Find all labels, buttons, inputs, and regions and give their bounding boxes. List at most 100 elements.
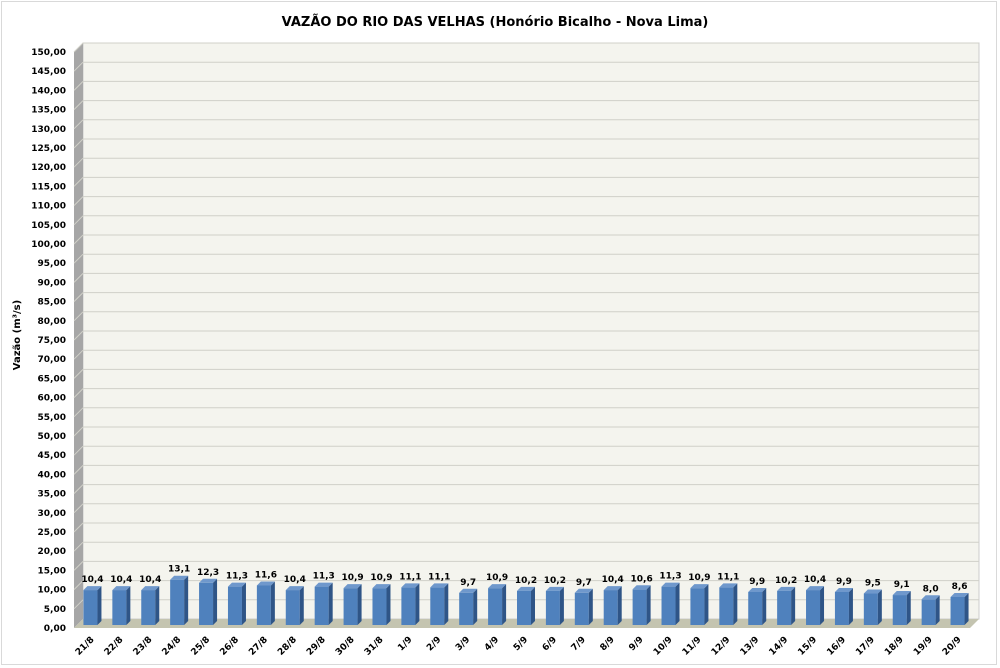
bar-side xyxy=(646,585,651,625)
bar-side xyxy=(559,586,564,625)
x-tick-label: 12/9 xyxy=(710,635,733,658)
gridline-side xyxy=(73,157,84,168)
x-tick-label: 10/9 xyxy=(652,635,675,658)
bar xyxy=(112,590,127,625)
data-label: 10,4 xyxy=(139,575,161,585)
bar-side xyxy=(473,588,478,625)
bar xyxy=(777,590,792,625)
x-tick-label: 5/9 xyxy=(512,635,530,653)
y-tick-label: 105,00 xyxy=(31,221,66,231)
y-tick-label: 10,00 xyxy=(38,586,66,596)
bar-side xyxy=(270,581,275,625)
bar-top xyxy=(430,583,449,588)
bar-side xyxy=(184,575,189,625)
data-label: 11,3 xyxy=(226,572,248,582)
gridline-side xyxy=(73,196,84,206)
gridline-side xyxy=(73,292,84,302)
data-label: 9,9 xyxy=(836,577,852,587)
data-label: 10,9 xyxy=(486,573,508,583)
gridline-side xyxy=(73,349,84,360)
data-label: 11,1 xyxy=(428,572,450,582)
y-tick-label: 40,00 xyxy=(38,470,66,480)
gridline-side xyxy=(73,580,84,590)
bar xyxy=(719,587,734,625)
bar xyxy=(343,588,358,625)
x-tick-label: 29/8 xyxy=(305,635,328,658)
bar-top xyxy=(401,583,420,588)
x-tick-label: 9/9 xyxy=(627,635,645,653)
y-tick-label: 110,00 xyxy=(31,202,66,212)
y-tick-label: 90,00 xyxy=(38,278,66,288)
y-tick-label: 55,00 xyxy=(38,413,66,423)
bar-top xyxy=(863,589,882,594)
bar xyxy=(372,588,387,625)
bar-top xyxy=(343,584,362,589)
data-label: 10,4 xyxy=(602,575,624,585)
bar-top xyxy=(112,586,131,591)
data-label: 10,2 xyxy=(544,576,566,586)
gridline-side xyxy=(73,503,84,514)
bar-side xyxy=(328,582,333,625)
data-label: 10,9 xyxy=(370,573,392,583)
data-label: 8,6 xyxy=(952,582,968,592)
bar-top xyxy=(806,586,825,591)
gridline-side xyxy=(73,426,84,437)
data-label: 11,6 xyxy=(255,570,277,580)
gridline-side xyxy=(73,273,84,283)
bar-side xyxy=(299,586,304,625)
bar xyxy=(430,587,445,625)
y-tick-label: 15,00 xyxy=(38,566,66,576)
bar-side xyxy=(213,578,218,625)
bar-side xyxy=(502,584,507,625)
gridline-side xyxy=(73,311,84,322)
x-tick-label: 1/9 xyxy=(396,635,414,653)
data-label: 9,1 xyxy=(894,580,910,590)
bar-side xyxy=(386,584,391,625)
y-tick-label: 120,00 xyxy=(31,163,66,173)
bar-top xyxy=(950,592,969,597)
y-tick-label: 125,00 xyxy=(31,144,66,154)
x-tick-label: 2/9 xyxy=(425,635,443,653)
y-tick-label: 50,00 xyxy=(38,432,66,442)
bar-top xyxy=(892,591,911,596)
bar-side xyxy=(906,591,911,625)
x-tick-label: 16/9 xyxy=(825,635,848,658)
data-label: 11,3 xyxy=(313,572,335,582)
gridline-side xyxy=(73,445,84,456)
data-label: 9,7 xyxy=(576,578,592,588)
x-tick-label: 24/8 xyxy=(161,635,184,658)
y-tick-label: 5,00 xyxy=(44,605,66,615)
bar xyxy=(661,586,676,625)
x-tick-label: 28/8 xyxy=(276,635,299,658)
data-label: 10,4 xyxy=(81,575,103,585)
y-tick-label: 35,00 xyxy=(38,490,66,500)
bar-side xyxy=(415,583,420,625)
gridline-side xyxy=(73,61,84,72)
bar-top xyxy=(690,584,709,589)
data-label: 10,4 xyxy=(110,575,132,585)
x-tick-label: 19/9 xyxy=(912,635,935,658)
bar-side xyxy=(964,592,969,625)
y-tick-label: 130,00 xyxy=(31,125,66,135)
x-tick-label: 23/8 xyxy=(132,635,155,658)
bar-top xyxy=(777,586,796,591)
bar-side xyxy=(675,582,680,625)
bar xyxy=(863,593,878,625)
bar-top xyxy=(574,588,593,593)
bar xyxy=(517,590,531,625)
x-tick-label: 8/9 xyxy=(599,635,617,653)
bar-top xyxy=(632,585,651,590)
bar-side xyxy=(531,586,535,625)
data-label: 10,2 xyxy=(515,576,537,586)
bar xyxy=(314,586,329,625)
bar-top xyxy=(488,584,507,589)
bar-top xyxy=(748,587,767,592)
data-label: 12,3 xyxy=(197,568,219,578)
y-tick-label: 45,00 xyxy=(38,451,66,461)
bar-top xyxy=(661,582,680,587)
x-tick-label: 18/9 xyxy=(883,635,906,658)
data-label: 10,2 xyxy=(775,576,797,586)
x-tick-label: 25/8 xyxy=(190,635,213,658)
y-tick-label: 150,00 xyxy=(31,48,66,58)
y-tick-label: 25,00 xyxy=(38,528,66,538)
